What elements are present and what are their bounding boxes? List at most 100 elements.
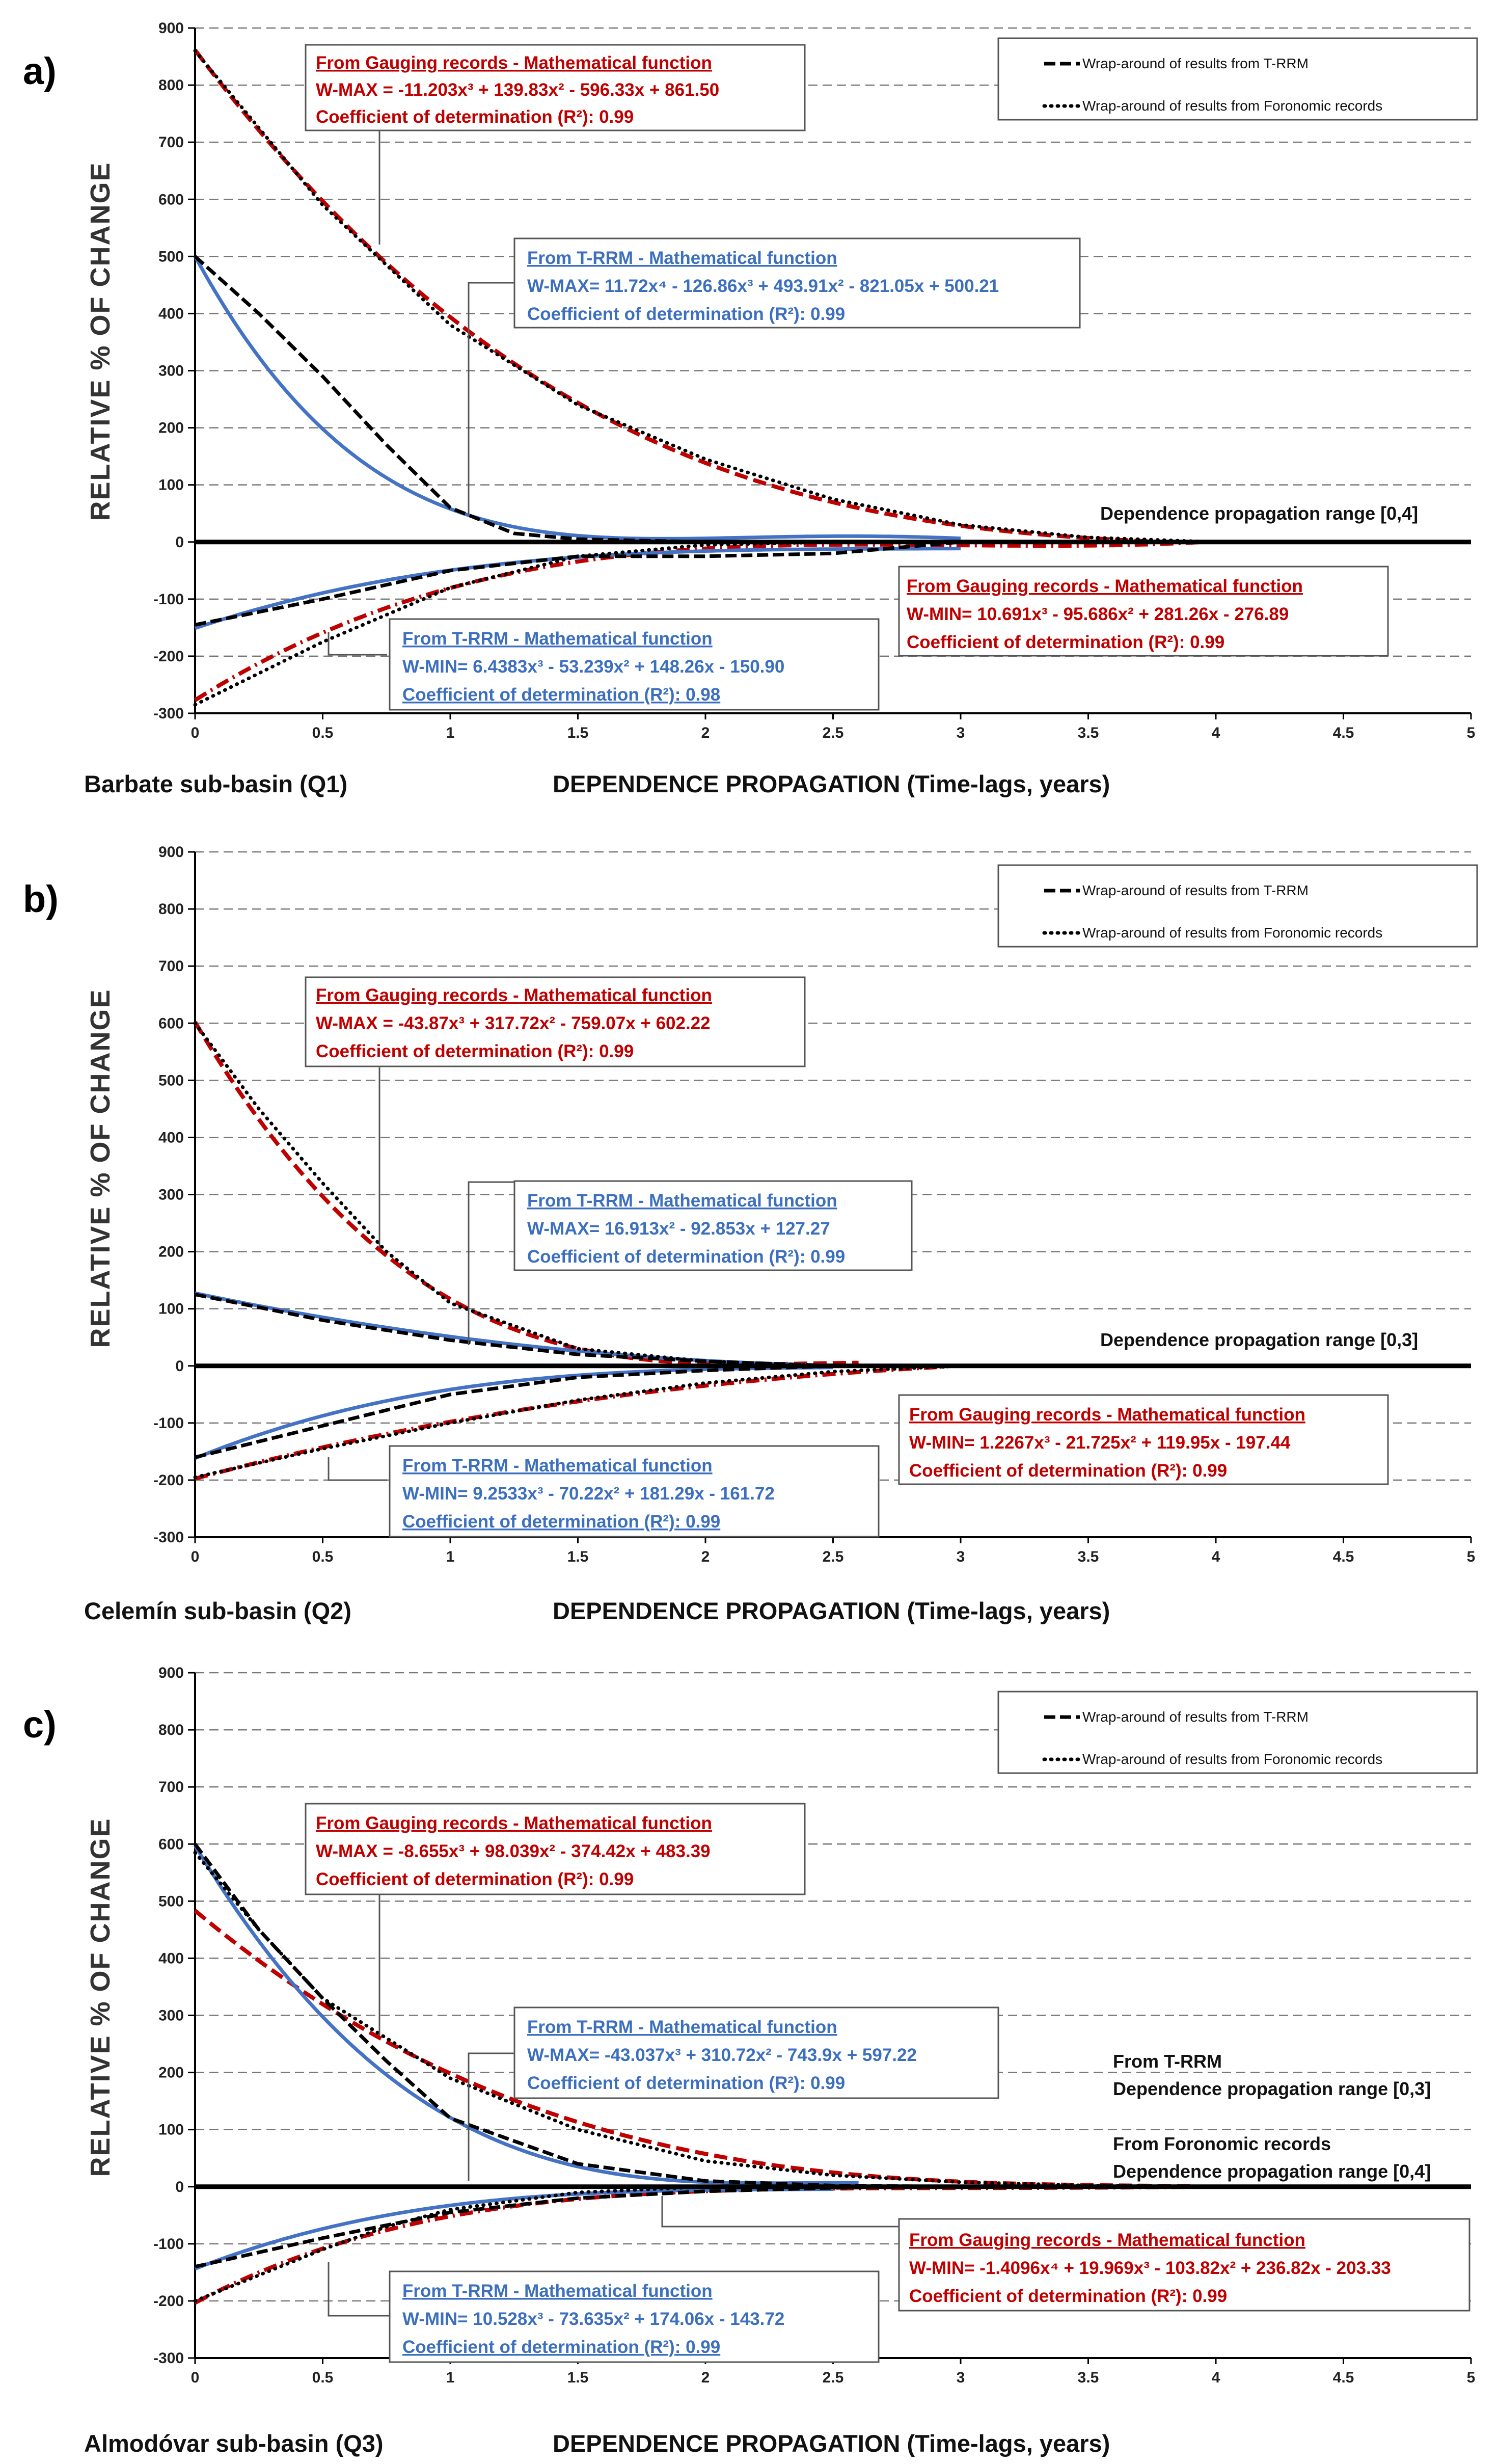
y-tick-label: 700	[158, 134, 184, 151]
x-tick-label: 5	[1467, 725, 1476, 741]
y-tick-label: 500	[158, 1072, 184, 1089]
y-tick-label: 800	[158, 901, 184, 918]
annotation-gauging-max: From Gauging records - Mathematical func…	[305, 1803, 806, 1895]
y-tick-label: 300	[158, 1187, 184, 1203]
subbasin-label: Almodóvar sub-basin (Q3)	[84, 2430, 384, 2457]
y-tick-label: 100	[158, 1301, 184, 1318]
x-tick-label: 1	[446, 2369, 455, 2386]
legend-trrm-label: Wrap-around of results from T-RRM	[1082, 882, 1309, 898]
y-tick-label: 700	[158, 958, 184, 975]
series-line: Wrap-around Foronomic (max)	[193, 1021, 835, 1368]
callout-leader-trrm-min	[328, 1457, 387, 1481]
callout-leader-trrm-max	[468, 1181, 514, 1345]
y-axis-label: RELATIVE % OF CHANGE	[85, 988, 116, 1348]
x-tick-label: 4	[1212, 1548, 1220, 1565]
annotation-title: From Gauging records - Mathematical func…	[909, 1405, 1305, 1425]
annotation-r2: Coefficient of determination (R²): 0.99	[316, 1041, 634, 1061]
x-tick-label: 0.5	[312, 1548, 334, 1565]
series-line: From T-RRM W-MAX	[193, 255, 961, 541]
annotation-equation: W-MIN= 10.528x³ - 73.635x² + 174.06x - 1…	[402, 2309, 784, 2329]
y-tick-label: 200	[158, 1244, 184, 1261]
annotation-trrm-min: From T-RRM - Mathematical function W-MIN…	[389, 1445, 880, 1538]
legend-foronomic-label: Wrap-around of results from Foronomic re…	[1082, 98, 1382, 114]
y-tick-label: 400	[158, 305, 184, 322]
y-tick-label: 200	[158, 2065, 184, 2081]
legend-foronomic-label: Wrap-around of results from Foronomic re…	[1082, 1751, 1382, 1767]
callout-leader-trrm-max	[468, 2052, 514, 2181]
legend-trrm-label: Wrap-around of results from T-RRM	[1082, 56, 1309, 71]
series-line: Wrap-around Foronomic (max)	[193, 1851, 1218, 2189]
y-tick-label: 800	[158, 77, 184, 94]
annotation-r2: Coefficient of determination (R²): 0.99	[316, 107, 634, 127]
annotation-box	[898, 1394, 1389, 1485]
propagation-range-label-trrm: From T-RRM	[1113, 2051, 1222, 2072]
annotation-title: From T-RRM - Mathematical function	[402, 2281, 713, 2301]
annotation-trrm-min: From T-RRM - Mathematical function W-MIN…	[389, 2270, 880, 2363]
series-line: Wrap-around Foronomic (min)	[193, 2185, 1218, 2303]
annotation-gauging-min: From Gauging records - Mathematical func…	[898, 2218, 1470, 2312]
annotation-box	[389, 618, 880, 711]
annotation-title: From Gauging records - Mathematical func…	[316, 53, 712, 73]
annotation-title: From T-RRM - Mathematical function	[527, 2017, 837, 2037]
y-tick-label: -300	[153, 705, 184, 722]
x-axis-label: DEPENDENCE PROPAGATION (Time-lags, years…	[553, 1597, 1110, 1624]
series-line: Wrap-around Foronomic (min)	[193, 1364, 963, 1479]
annotation-r2: Coefficient of determination (R²): 0.99	[527, 1247, 845, 1267]
y-tick-label: -200	[153, 2293, 184, 2310]
annotation-equation: W-MIN= 9.2533x³ - 70.22x² + 181.29x - 16…	[402, 1484, 775, 1504]
annotation-box	[513, 237, 1081, 329]
legend-trrm-label: Wrap-around of results from T-RRM	[1082, 1709, 1309, 1725]
annotation-title: From Gauging records - Mathematical func…	[316, 985, 712, 1005]
annotation-r2: Coefficient of determination (R²): 0.99	[527, 2073, 845, 2093]
x-tick-label: 2	[701, 1548, 710, 1565]
x-tick-label: 3.5	[1078, 725, 1099, 741]
legend-foronomic-label: Wrap-around of results from Foronomic re…	[1082, 925, 1382, 941]
x-tick-label: 3.5	[1078, 2369, 1099, 2386]
annotation-equation: W-MAX = -43.87x³ + 317.72x² - 759.07x + …	[316, 1013, 711, 1033]
annotation-equation: W-MIN= -1.4096x⁴ + 19.969x³ - 103.82x² +…	[909, 2258, 1391, 2278]
annotation-title: From T-RRM - Mathematical function	[527, 1191, 837, 1211]
x-tick-label: 4	[1212, 725, 1220, 741]
y-tick-label: -200	[153, 648, 184, 665]
annotation-r2: Coefficient of determination (R²): 0.99	[909, 2286, 1227, 2306]
annotation-title: From T-RRM - Mathematical function	[527, 248, 837, 268]
y-tick-label: 0	[175, 2179, 184, 2195]
annotation-box	[513, 1180, 913, 1271]
y-tick-label: 700	[158, 1779, 184, 1796]
annotation-equation: W-MAX = -11.203x³ + 139.83x² - 596.33x +…	[316, 80, 719, 100]
x-tick-label: 5	[1467, 1548, 1476, 1565]
series-line: Wrap-around Foronomic (max)	[193, 49, 1218, 544]
x-tick-label: 4	[1212, 2369, 1220, 2386]
annotation-title: From Gauging records - Mathematical func…	[909, 2230, 1305, 2250]
x-tick-label: 0	[191, 1548, 200, 1565]
y-tick-label: -100	[153, 1415, 184, 1432]
x-tick-label: 0.5	[312, 725, 334, 741]
legend: Wrap-around of results from T-RRM Wrap-a…	[997, 1691, 1478, 1774]
y-tick-label: 600	[158, 1836, 184, 1853]
y-tick-label: 100	[158, 2122, 184, 2138]
y-tick-label: 400	[158, 1950, 184, 1967]
plot-area: 900 800 700 600 500 400 300 200 100 0 -100 -200 -300…	[153, 1665, 1475, 2386]
y-tick-label: 900	[158, 1665, 184, 1681]
annotation-box	[305, 976, 806, 1067]
callout-leader-gauging-min	[661, 2196, 899, 2228]
annotation-trrm-min: From T-RRM - Mathematical function W-MIN…	[389, 618, 880, 711]
y-axis-label: RELATIVE % OF CHANGE	[85, 162, 116, 521]
annotation-trrm-max: From T-RRM - Mathematical function W-MAX…	[513, 2006, 999, 2099]
series-line: Wrap-around T-RRM (max)	[195, 1293, 833, 1368]
x-tick-label: 3.5	[1078, 1548, 1099, 1565]
subbasin-label: Celemín sub-basin (Q2)	[84, 1597, 351, 1624]
annotation-box	[305, 44, 806, 131]
y-tick-label: -100	[153, 591, 184, 608]
y-tick-label: -300	[153, 2350, 184, 2367]
series-line: From Gauging records W-MIN	[194, 540, 1216, 702]
annotation-r2: Coefficient of determination (R²): 0.99	[402, 2337, 720, 2357]
y-tick-label: 400	[158, 1129, 184, 1146]
annotation-title: From T-RRM - Mathematical function	[402, 1456, 713, 1476]
annotation-gauging-min: From Gauging records - Mathematical func…	[898, 566, 1389, 657]
x-tick-label: 0	[191, 725, 200, 741]
annotation-title: From Gauging records - Mathematical func…	[316, 1813, 712, 1833]
x-tick-label: 4.5	[1333, 1548, 1354, 1565]
x-tick-label: 4.5	[1333, 725, 1354, 741]
